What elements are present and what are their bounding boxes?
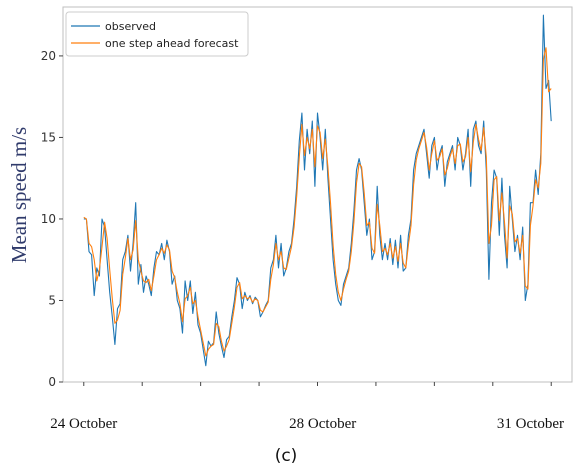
- x-tick-label: 24 October: [50, 416, 117, 432]
- y-axis: 0 5 10 15 20: [41, 49, 63, 389]
- legend-box: [65, 11, 249, 57]
- y-tick-label: 0: [48, 375, 56, 389]
- y-tick-label: 10: [41, 212, 56, 226]
- legend-label-forecast: one step ahead forecast: [105, 37, 239, 50]
- x-tick-label: 28 October: [289, 416, 356, 432]
- series-layer: [83, 14, 552, 367]
- series-line-forecast: [83, 47, 552, 357]
- y-tick-label: 15: [41, 130, 56, 144]
- plot-area: [62, 6, 573, 383]
- y-axis-label: Mean speed m/s: [7, 127, 31, 263]
- y-tick-label: 20: [41, 49, 56, 63]
- x-axis: 24 October 28 October 31 October: [50, 382, 564, 432]
- legend: observed one step ahead forecast: [65, 11, 249, 57]
- y-tick-label: 5: [48, 293, 56, 307]
- x-tick-label: 31 October: [497, 416, 564, 432]
- legend-label-observed: observed: [105, 20, 156, 33]
- series-line-observed: [83, 14, 552, 367]
- figure-caption: (c): [275, 446, 298, 466]
